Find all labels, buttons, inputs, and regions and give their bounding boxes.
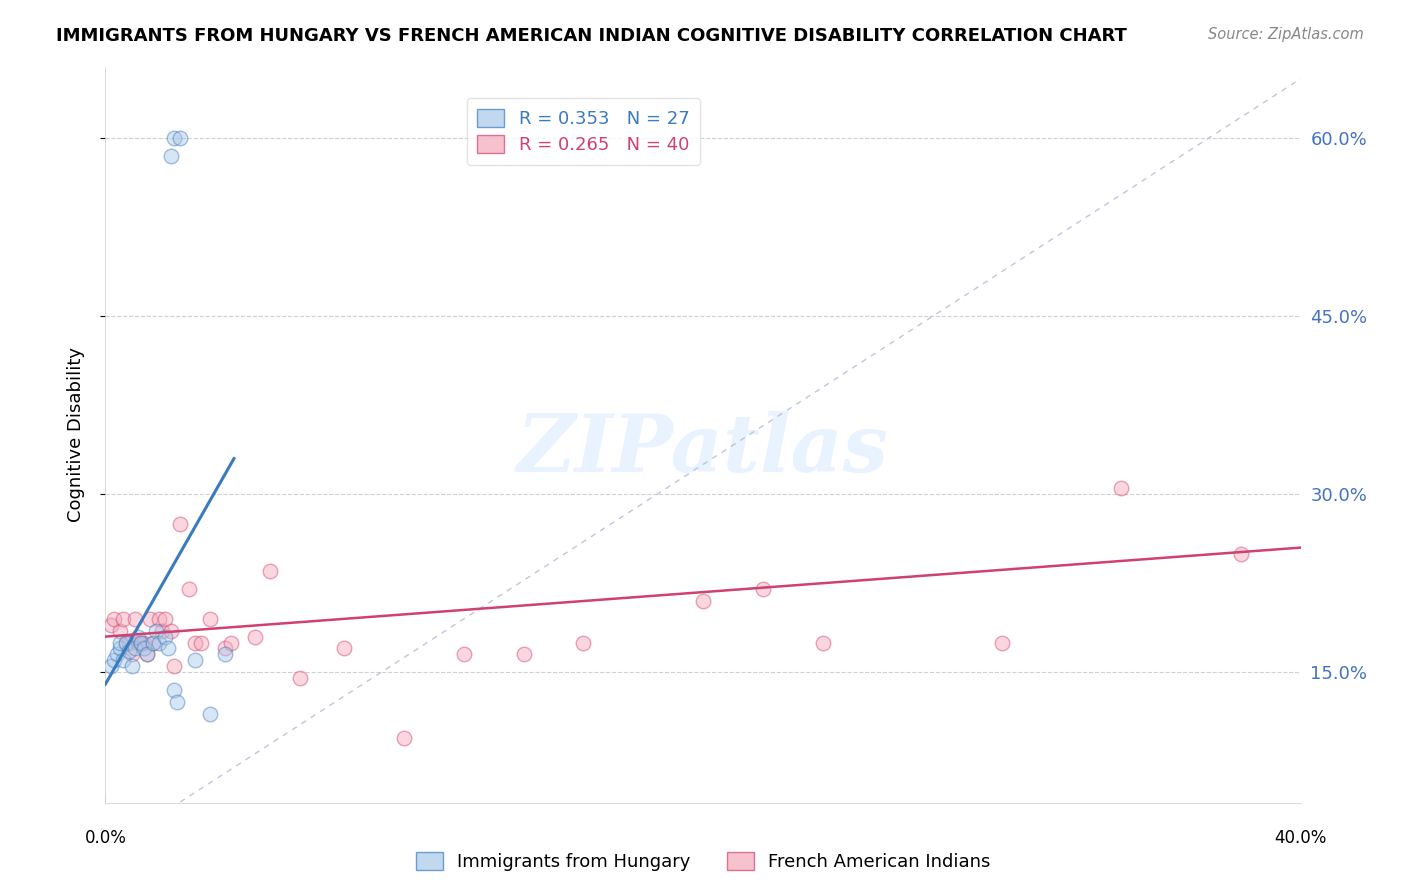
Point — [155, 630, 177, 644]
Point — [150, 624, 173, 638]
Point — [453, 648, 475, 662]
Legend: R = 0.353   N = 27, R = 0.265   N = 40: R = 0.353 N = 27, R = 0.265 N = 40 — [467, 98, 700, 165]
Point — [163, 683, 186, 698]
Point — [118, 635, 141, 649]
Legend: Immigrants from Hungary, French American Indians: Immigrants from Hungary, French American… — [408, 845, 998, 879]
Y-axis label: Cognitive Disability: Cognitive Disability — [66, 347, 84, 523]
Point — [394, 731, 416, 745]
Point — [142, 635, 165, 649]
Point — [184, 635, 207, 649]
Point — [118, 644, 141, 658]
Point — [288, 671, 311, 685]
Point — [136, 648, 159, 662]
Point — [155, 612, 177, 626]
Point — [134, 635, 156, 649]
Point — [148, 612, 170, 626]
Point — [127, 630, 149, 644]
Point — [129, 635, 153, 649]
Point — [124, 612, 146, 626]
Text: 40.0%: 40.0% — [1274, 829, 1327, 847]
Point — [121, 648, 143, 662]
Point — [142, 635, 165, 649]
Point — [751, 582, 773, 596]
Point — [190, 635, 212, 649]
Point — [115, 635, 138, 649]
Point — [145, 624, 167, 638]
Point — [169, 131, 191, 145]
Point — [1229, 547, 1253, 561]
Point — [163, 131, 186, 145]
Point — [513, 648, 536, 662]
Point — [110, 635, 132, 649]
Point — [134, 641, 156, 656]
Text: Source: ZipAtlas.com: Source: ZipAtlas.com — [1208, 27, 1364, 42]
Point — [139, 612, 162, 626]
Point — [121, 659, 143, 673]
Point — [103, 612, 125, 626]
Text: IMMIGRANTS FROM HUNGARY VS FRENCH AMERICAN INDIAN COGNITIVE DISABILITY CORRELATI: IMMIGRANTS FROM HUNGARY VS FRENCH AMERIC… — [56, 27, 1128, 45]
Point — [219, 635, 242, 649]
Text: 0.0%: 0.0% — [84, 829, 127, 847]
Point — [112, 653, 135, 667]
Point — [166, 695, 188, 709]
Point — [136, 648, 159, 662]
Point — [160, 149, 183, 163]
Point — [243, 630, 266, 644]
Point — [333, 641, 356, 656]
Point — [129, 635, 153, 649]
Point — [110, 624, 132, 638]
Point — [198, 706, 221, 721]
Point — [177, 582, 201, 596]
Point — [572, 635, 595, 649]
Point — [214, 648, 236, 662]
Point — [214, 641, 236, 656]
Point — [259, 565, 281, 579]
Point — [100, 617, 122, 632]
Point — [160, 624, 183, 638]
Point — [112, 612, 135, 626]
Point — [124, 641, 146, 656]
Point — [107, 648, 129, 662]
Point — [990, 635, 1012, 649]
Point — [198, 612, 221, 626]
Point — [692, 594, 714, 608]
Point — [1111, 481, 1133, 495]
Point — [127, 635, 149, 649]
Point — [184, 653, 207, 667]
Text: ZIPatlas: ZIPatlas — [517, 411, 889, 488]
Point — [811, 635, 834, 649]
Point — [103, 653, 125, 667]
Point — [157, 641, 180, 656]
Point — [169, 516, 191, 531]
Point — [110, 641, 132, 656]
Point — [100, 659, 122, 673]
Point — [163, 659, 186, 673]
Point — [148, 635, 170, 649]
Point — [115, 635, 138, 649]
